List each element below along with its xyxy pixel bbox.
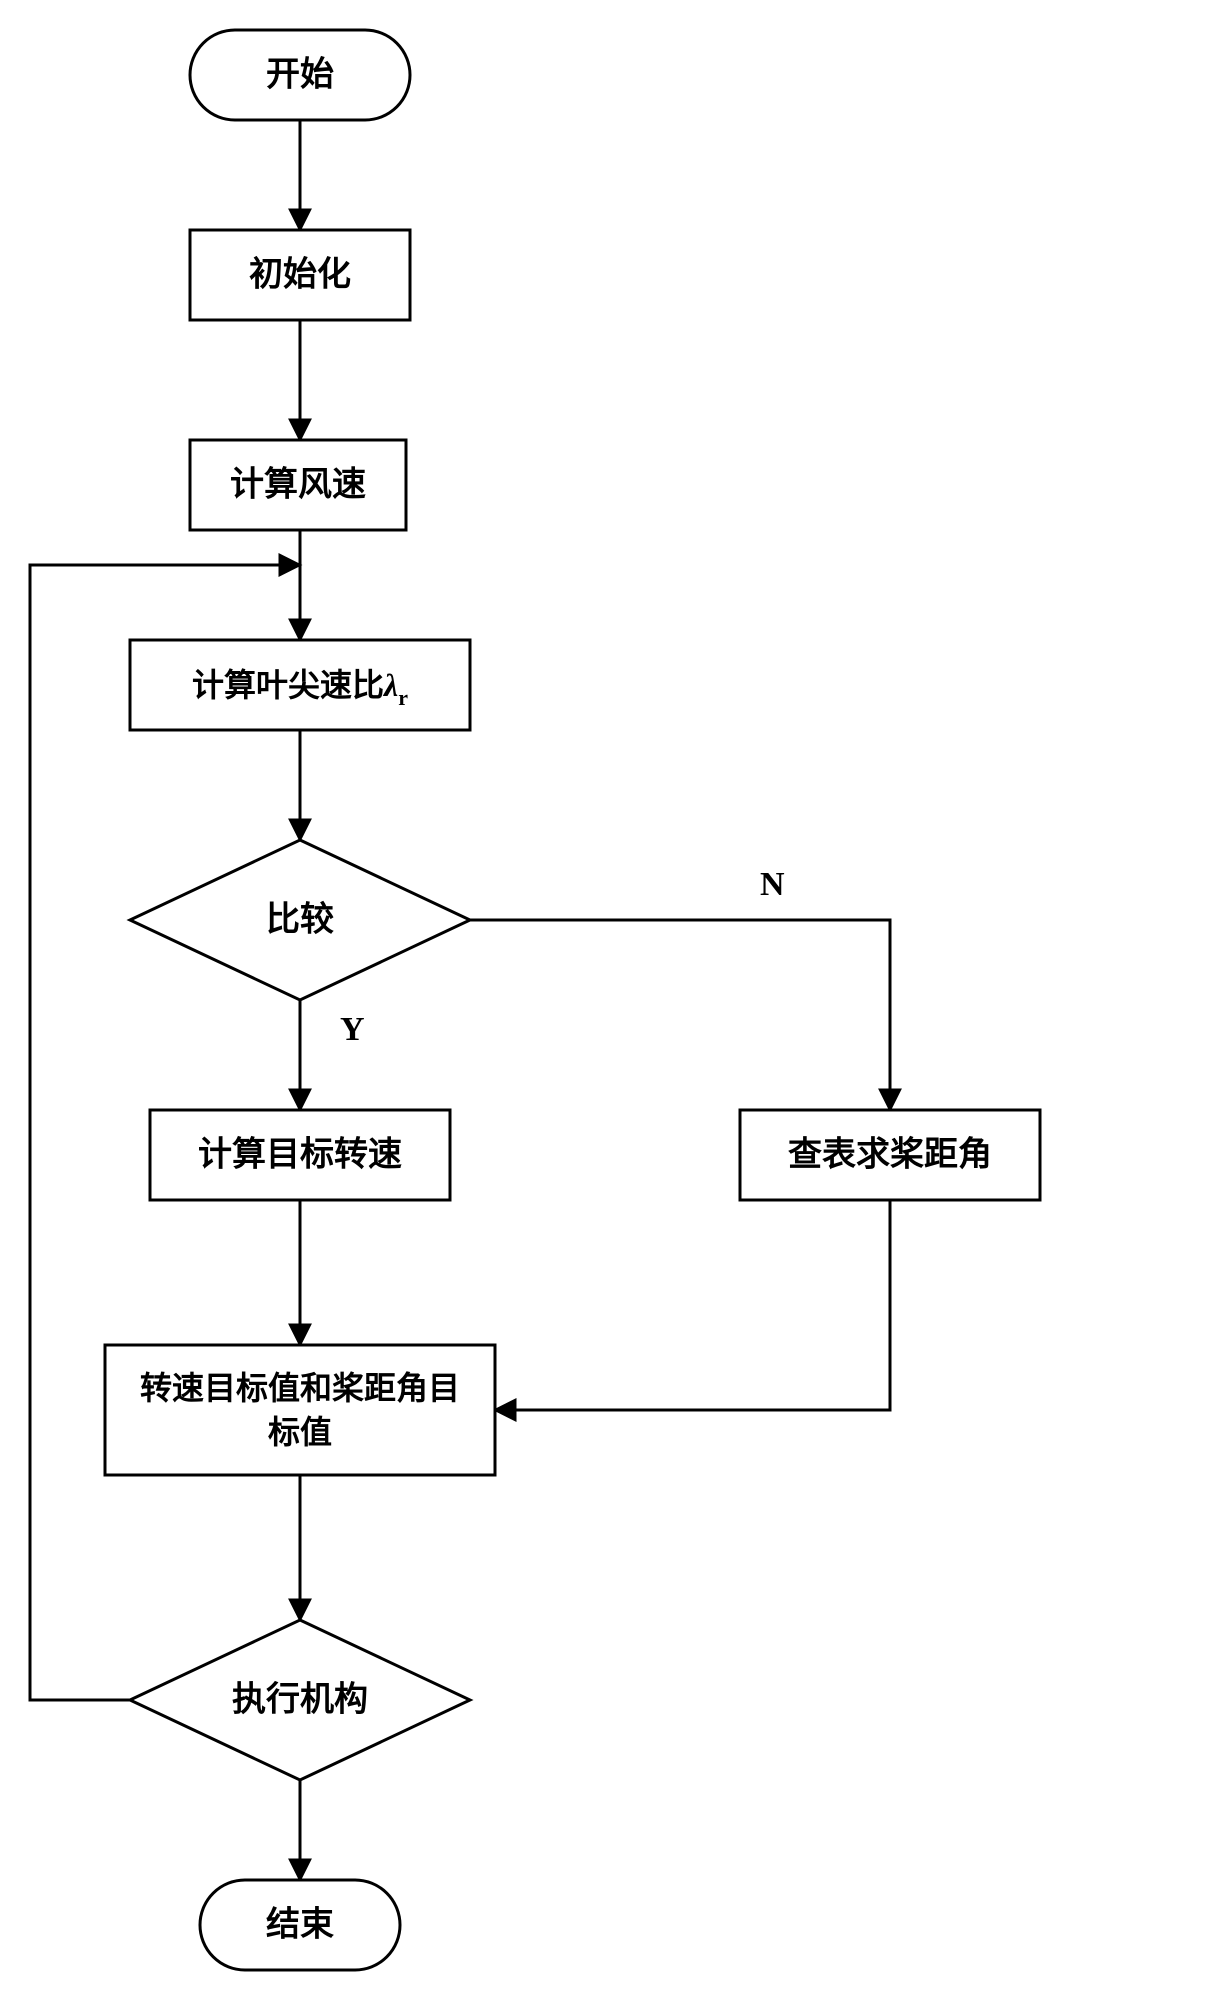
- node-end-label: 结束: [266, 1906, 334, 1944]
- edge-label-compare-target: Y: [340, 1011, 365, 1048]
- node-lookup-label: 查表求桨距角: [788, 1136, 992, 1174]
- node-lookup: 查表求桨距角: [740, 1110, 1040, 1200]
- node-merge: 转速目标值和桨距角目标值: [105, 1345, 495, 1475]
- node-wind-label: 计算风速: [230, 466, 366, 504]
- node-start-label: 开始: [266, 56, 334, 94]
- node-merge-label-1: 转速目标值和桨距角目: [140, 1370, 460, 1406]
- node-compare: 比较: [130, 840, 470, 1000]
- node-wind: 计算风速: [190, 440, 406, 530]
- node-target: 计算目标转速: [150, 1110, 450, 1200]
- node-exec: 执行机构: [130, 1620, 470, 1780]
- node-start: 开始: [190, 30, 410, 120]
- edge-label-compare-lookup: N: [760, 866, 785, 903]
- edge-lookup-merge: [495, 1200, 890, 1410]
- node-init: 初始化: [190, 230, 410, 320]
- edge-compare-lookup: [470, 920, 890, 1110]
- node-init-label: 初始化: [249, 256, 351, 294]
- node-compare-label: 比较: [266, 901, 334, 939]
- node-tip: 计算叶尖速比λr: [130, 640, 470, 730]
- node-end: 结束: [200, 1880, 400, 1970]
- node-merge-label-2: 标值: [268, 1414, 332, 1450]
- node-exec-label: 执行机构: [232, 1681, 368, 1719]
- node-target-label: 计算目标转速: [198, 1136, 402, 1174]
